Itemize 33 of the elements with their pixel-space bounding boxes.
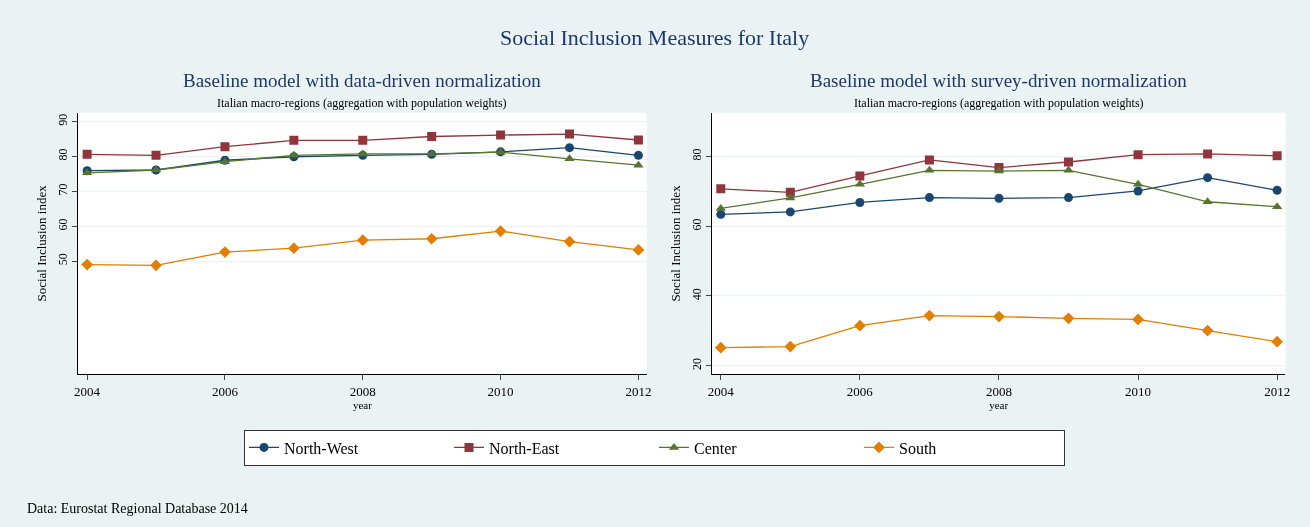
x-axis-title: year: [352, 398, 373, 411]
legend-label: North-West: [284, 439, 359, 457]
x-tick-label: 2004: [74, 383, 101, 399]
y-tick-label: 20: [689, 358, 704, 370]
text: Data: Eurostat Regional Database 2014: [27, 501, 248, 516]
y-tick-label: 70: [56, 183, 71, 196]
chart-subtitle: Italian macro-regions (aggregation with population weights): [854, 96, 1144, 110]
legend-label: South: [899, 439, 937, 457]
y-tick-label: 60: [689, 218, 704, 231]
y-tick-label: 50: [56, 253, 71, 266]
legend-label: North-East: [489, 439, 560, 457]
y-tick-label: 80: [689, 148, 704, 161]
x-tick-label: 2012: [1264, 383, 1291, 399]
x-tick-label: 2010: [1125, 383, 1152, 399]
x-axis-title: year: [989, 398, 1009, 411]
y-axis-title: Social Inclusion index: [34, 184, 50, 302]
text: Social Inclusion Measures for Italy: [500, 25, 810, 50]
y-axis-title: Social Inclusion index: [667, 184, 683, 302]
x-tick-label: 2004: [707, 383, 735, 399]
chart-title: Baseline model with survey-driven normalization: [810, 70, 1188, 91]
chart-subtitle: Italian macro-regions (aggregation with population weights): [217, 96, 507, 110]
x-tick-label: 2006: [846, 383, 874, 399]
x-tick-label: 2012: [625, 383, 652, 399]
y-tick-label: 40: [689, 288, 704, 301]
x-tick-label: 2010: [487, 383, 514, 399]
y-tick-label: 80: [56, 148, 71, 161]
y-tick-label: 90: [56, 113, 71, 126]
x-tick-label: 2008: [349, 383, 376, 399]
legend-label: Center: [694, 439, 738, 457]
chart-title: Baseline model with data-driven normalization: [183, 70, 542, 91]
x-tick-label: 2008: [985, 383, 1012, 399]
y-tick-label: 60: [56, 218, 71, 231]
x-tick-label: 2006: [211, 383, 239, 399]
